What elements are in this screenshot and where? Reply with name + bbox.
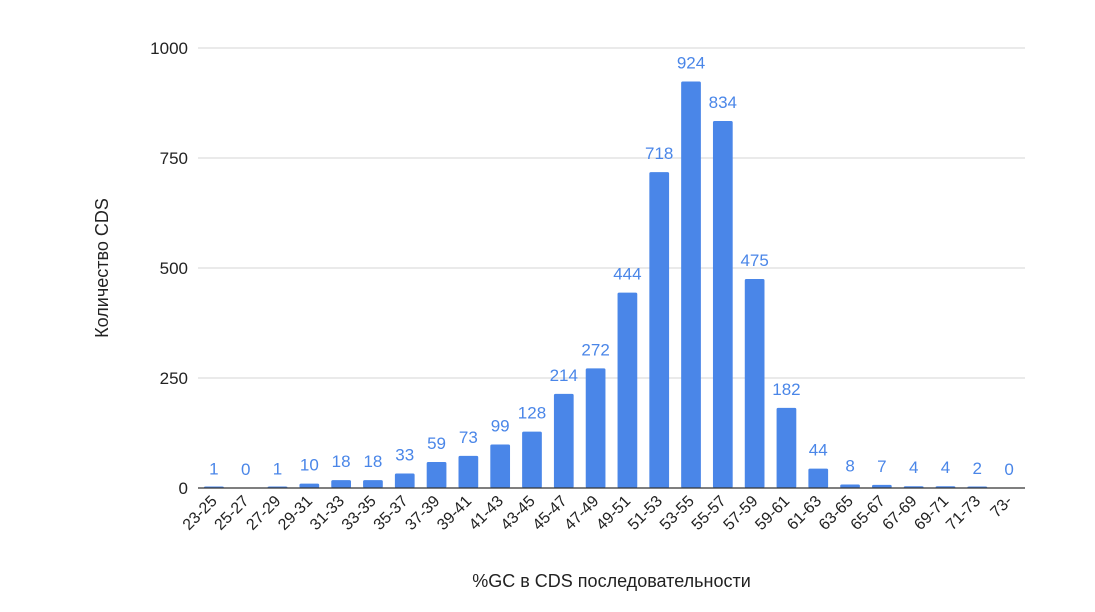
gridlines	[198, 47, 1025, 379]
y-tick-label: 750	[160, 149, 188, 168]
data-label: 2	[973, 459, 982, 478]
x-tick-label: 27-29	[243, 493, 284, 534]
bar	[458, 455, 479, 488]
x-tick-label: 71-73	[943, 493, 984, 534]
bar	[299, 483, 320, 488]
x-tick-label: 29-31	[275, 493, 316, 534]
data-label: 4	[941, 458, 950, 477]
bar	[617, 292, 638, 488]
x-tick-label: 39-41	[434, 493, 475, 534]
bar	[522, 431, 542, 488]
x-axis-title: %GC в CDS последовательности	[472, 571, 751, 591]
data-label: 8	[845, 456, 854, 475]
y-axis-title: Количество CDS	[92, 198, 112, 338]
data-label: 214	[550, 366, 578, 385]
bar	[490, 444, 511, 488]
data-label: 33	[395, 445, 414, 464]
x-tick-label: 57-59	[721, 493, 762, 534]
bar	[808, 468, 829, 488]
y-tick-label: 1000	[150, 39, 188, 58]
bar	[426, 462, 447, 488]
bar	[394, 473, 415, 488]
x-tick-label: 61-63	[784, 493, 825, 534]
data-label: 0	[241, 460, 250, 479]
data-label: 1	[209, 460, 218, 479]
x-tick-label: 25-27	[212, 493, 253, 534]
y-axis-ticks: 0 250 500 750 1000	[150, 39, 188, 498]
bars	[204, 81, 988, 488]
x-tick-label: 67-69	[880, 493, 921, 534]
y-tick-label: 0	[179, 479, 188, 498]
x-tick-label: 59-61	[752, 493, 793, 534]
y-tick-label: 250	[160, 369, 188, 388]
x-tick-label: 35-37	[371, 493, 412, 534]
x-tick-label: 53-55	[657, 493, 698, 534]
x-tick-label: 23-25	[180, 493, 221, 534]
x-tick-label: 41-43	[466, 493, 507, 534]
bar	[681, 81, 701, 488]
x-tick-label: 43-45	[498, 493, 539, 534]
data-label: 475	[740, 251, 768, 270]
data-label: 128	[518, 404, 546, 423]
data-label: 44	[809, 441, 828, 460]
data-label: 182	[772, 380, 800, 399]
x-tick-label: 49-51	[593, 493, 634, 534]
data-label: 18	[363, 452, 382, 471]
data-label: 18	[332, 452, 351, 471]
x-tick-label: 37-39	[402, 493, 443, 534]
x-tick-label: 45-47	[530, 493, 571, 534]
data-label: 1	[273, 460, 282, 479]
bar	[585, 368, 606, 488]
data-label: 834	[709, 93, 737, 112]
data-label: 73	[459, 428, 478, 447]
bar	[331, 480, 351, 488]
x-tick-label: 73-	[988, 493, 1016, 521]
x-axis-ticks: 23-2525-2727-2929-3131-3333-3535-3737-39…	[180, 493, 1016, 534]
data-label: 718	[645, 144, 673, 163]
x-tick-label: 31-33	[307, 493, 348, 534]
data-label: 0	[1004, 460, 1013, 479]
x-tick-label: 47-49	[561, 493, 602, 534]
bar	[840, 484, 860, 488]
bar	[744, 279, 765, 488]
data-label: 272	[581, 340, 609, 359]
bar	[776, 407, 797, 488]
x-tick-label: 65-67	[848, 493, 889, 534]
x-tick-label: 51-53	[625, 493, 666, 534]
data-label: 4	[909, 458, 918, 477]
bar	[872, 484, 892, 488]
data-label: 99	[491, 416, 510, 435]
data-label: 7	[877, 457, 886, 476]
x-tick-label: 63-65	[816, 493, 857, 534]
data-label: 10	[300, 456, 319, 475]
x-tick-label: 69-71	[911, 493, 952, 534]
bar	[649, 172, 670, 488]
bar	[553, 393, 574, 488]
data-label: 924	[677, 53, 705, 72]
y-tick-label: 500	[160, 259, 188, 278]
x-tick-label: 55-57	[689, 493, 730, 534]
bar	[712, 121, 733, 488]
bar	[363, 480, 383, 488]
x-tick-label: 33-35	[339, 493, 380, 534]
data-label: 444	[613, 265, 641, 284]
data-label: 59	[427, 434, 446, 453]
